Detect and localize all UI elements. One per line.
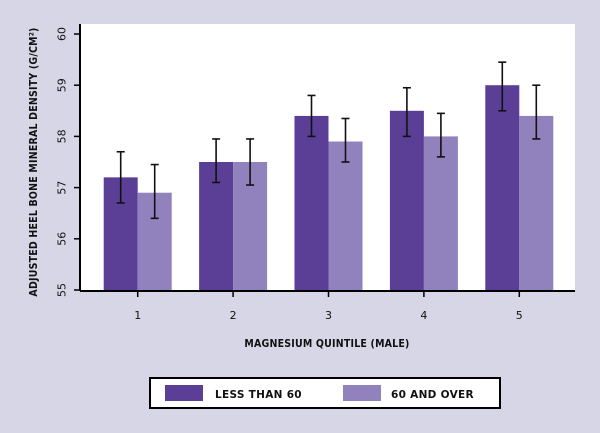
bar-q3-s2 [328, 141, 363, 290]
x-axis-title: MAGNESIUM QUINTILE (MALE) [244, 338, 409, 350]
error-bar-q2-s2 [246, 138, 255, 186]
axes-layer: 55 56 57 58 59 60 1 2 3 4 5 [56, 24, 575, 322]
bar-q3-s1 [294, 115, 329, 290]
y-tick-label: 59 [56, 78, 69, 92]
errorbars-layer [116, 61, 541, 220]
bar-q4-s2 [423, 136, 458, 290]
error-bar-q3-s2 [341, 117, 350, 163]
bar-q5-s1 [485, 85, 520, 290]
y-tick-label: 60 [56, 27, 69, 41]
x-tick-label: 1 [134, 309, 141, 322]
bars-layer [103, 85, 554, 290]
bar-q2-s1 [199, 162, 234, 290]
legend: LESS THAN 60 60 AND OVER [149, 377, 501, 409]
error-bar-q3-s1 [307, 94, 316, 138]
y-tick-label: 55 [56, 283, 69, 297]
error-bar-q4-s2 [436, 112, 445, 158]
bar-q5-s2 [519, 115, 554, 290]
x-tick-label: 4 [420, 309, 427, 322]
error-bar-q1-s1 [116, 150, 125, 204]
error-bar-q1-s2 [150, 163, 159, 220]
legend-swatch-60-and-over [343, 385, 381, 401]
error-bar-q2-s1 [212, 138, 221, 184]
y-tick-label: 56 [56, 232, 69, 246]
y-tick-label: 57 [56, 181, 69, 195]
legend-label-less-than-60: LESS THAN 60 [215, 389, 302, 401]
x-tick-label: 3 [325, 309, 332, 322]
x-tick-label: 2 [230, 309, 237, 322]
error-bar-q5-s2 [532, 84, 541, 140]
y-tick-label: 58 [56, 129, 69, 143]
bar-q4-s1 [389, 110, 424, 290]
legend-label-60-and-over: 60 AND OVER [391, 389, 474, 401]
error-bar-q5-s1 [498, 61, 507, 112]
legend-box [149, 377, 501, 409]
x-tick-label: 5 [516, 309, 523, 322]
y-axis-title: ADJUSTED HEEL BONE MINERAL DENSITY (G/CM… [28, 27, 40, 296]
legend-swatch-less-than-60 [165, 385, 203, 401]
error-bar-q4-s1 [402, 86, 411, 138]
